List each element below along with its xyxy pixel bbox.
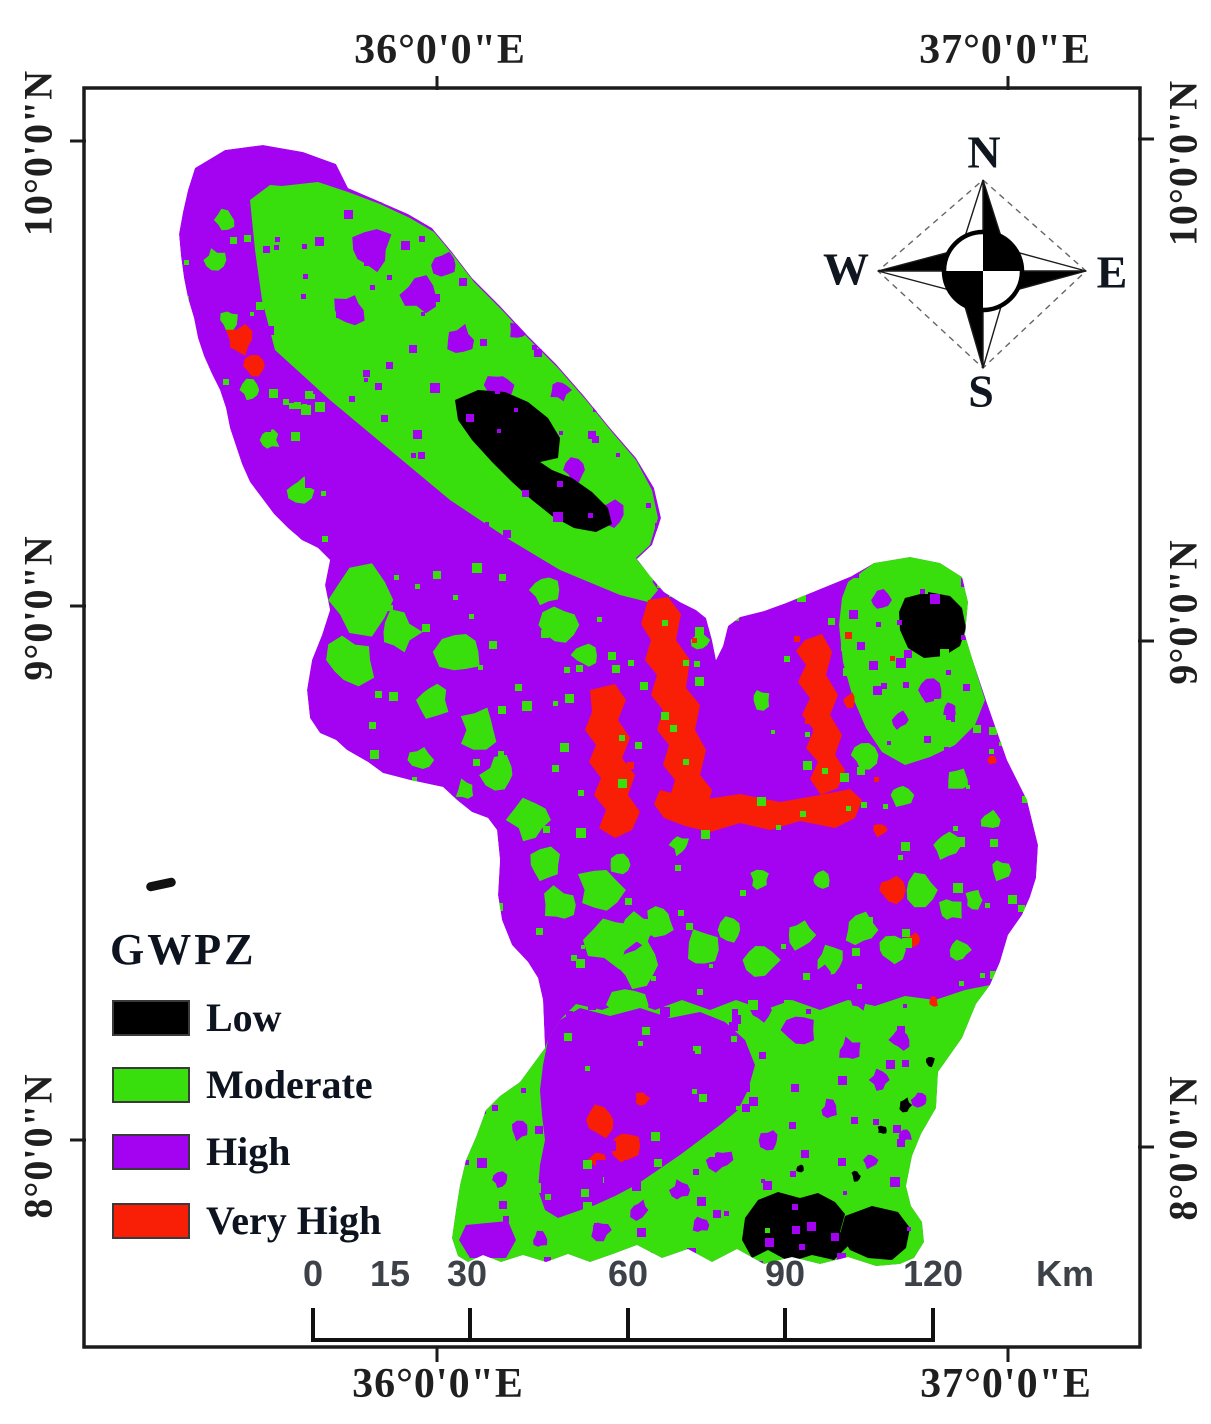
- legend-swatch-very-high: [112, 1202, 190, 1239]
- lon-label-bottom-37E: 37°0'0"E: [920, 1361, 1092, 1407]
- compass-south-label: S: [968, 365, 994, 417]
- legend-label-low: Low: [206, 995, 282, 1040]
- lat-label-left-10N: 10°0'0"N: [15, 69, 61, 237]
- lat-label-left-9N: 9°0'0"N: [15, 535, 61, 681]
- lon-label-top-37E: 37°0'0"E: [919, 27, 1091, 73]
- compass-north-label: N: [967, 126, 1001, 178]
- legend-label-moderate: Moderate: [206, 1062, 373, 1107]
- lat-label-right-9N: 9°0'0"N: [1160, 539, 1206, 685]
- legend-label-very-high: Very High: [206, 1198, 382, 1243]
- watershed-raster: [179, 145, 1038, 1266]
- legend-title: GWPZ: [110, 925, 257, 974]
- compass-west-label: W: [823, 243, 869, 295]
- scale-label-120: 120: [902, 1253, 964, 1294]
- legend-item-low: Low: [112, 994, 282, 1041]
- scale-label-30: 30: [446, 1253, 488, 1294]
- legend-swatch-moderate: [112, 1066, 190, 1103]
- lon-label-bottom-36E: 36°0'0"E: [352, 1361, 524, 1407]
- scale-unit-km: Km: [1035, 1253, 1095, 1294]
- compass-rose-icon: [876, 179, 1088, 369]
- lat-label-left-8N: 8°0'0"N: [15, 1073, 61, 1219]
- compass-east-label: E: [1096, 246, 1128, 298]
- legend-item-moderate: Moderate: [112, 1061, 373, 1108]
- legend-swatch-high: [112, 1133, 190, 1170]
- scale-label-15: 15: [369, 1253, 411, 1294]
- map-frame: [70, 76, 1154, 1362]
- lon-label-top-36E: 36°0'0"E: [354, 27, 526, 73]
- legend-item-high: High: [112, 1128, 290, 1175]
- legend-swatch-low: [112, 999, 190, 1036]
- scale-label-90: 90: [764, 1253, 806, 1294]
- legend-label-high: High: [206, 1129, 291, 1174]
- legend-item-very-high: Very High: [112, 1197, 381, 1244]
- scale-label-60: 60: [607, 1253, 649, 1294]
- lat-label-right-10N: 10°0'0"N: [1160, 79, 1206, 247]
- lat-label-right-8N: 8°0'0"N: [1160, 1075, 1206, 1221]
- scale-bar-bracket: [311, 1308, 935, 1342]
- scale-label-0: 0: [302, 1253, 324, 1294]
